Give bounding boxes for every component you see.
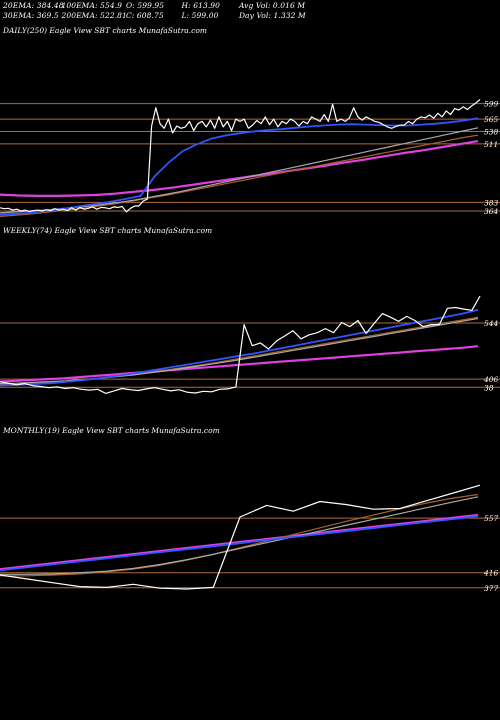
level-label-406: 406 [483,375,499,384]
ema100-value: 100EMA: 554.9 [61,1,123,10]
ema-brown-line [0,134,479,218]
level-label-565: 565 [484,115,499,124]
price-line [0,484,481,590]
level-label-364: 364 [484,207,499,216]
level-label-511: 511 [484,140,498,149]
day-vol-value: Day Vol: 1.332 M [238,11,306,20]
low-value: L: 599.00 [181,11,219,20]
price-line [0,295,481,394]
weekly-chart-title: WEEKLY(74) Eagle View SBT charts MunafaS… [3,226,213,235]
ema-gray-line [0,127,479,214]
level-label-538: 538 [484,127,499,136]
stats-row-1: 20EMA: 384.48 100EMA: 554.9 O: 599.95 H:… [3,1,306,11]
level-label-377: 377 [484,584,499,593]
ema-gray-line [0,496,479,575]
ema20-value: 20EMA: 384.48 [3,1,64,10]
level-label-383: 383 [484,198,499,207]
close-value: C: 608.75 [125,11,164,20]
high-value: H: 613.90 [181,1,221,10]
ema-blue-line [0,309,479,387]
ema-brown-line [0,493,479,577]
weekly-chart-panel: 544 406 38 WEEKLY(74) Eagle View SBT chart… [0,224,500,424]
ema-blue-line [0,117,479,216]
monthly-chart-title: MONTHLY(19) Eagle View SBT charts Munafa… [3,426,220,435]
daily-chart-title: DAILY(250) Eagle View SBT charts MunafaS… [3,26,207,35]
avg-vol-value: Avg Vol: 0.016 M [238,1,306,10]
ema-magenta-line [0,513,479,571]
level-label-599: 599 [484,100,499,109]
stats-row-2: 30EMA: 369.5 200EMA: 522.81 C: 608.75 L:… [3,11,306,21]
ema200-value: 200EMA: 522.81 [61,11,127,20]
ema-blue-line [0,515,479,572]
level-label-544: 544 [484,319,499,328]
level-label-557: 557 [484,514,499,523]
monthly-chart-panel: 557 416 377 MONTHLY(19) Eagle View SBT cha… [0,424,500,624]
open-value: O: 599.95 [125,1,165,10]
monthly-chart: 557 416 377 [0,484,500,593]
ema-magenta-line [0,140,479,197]
ema30-value: 30EMA: 369.5 [3,11,59,20]
price-line [0,99,481,213]
stats-header: 20EMA: 384.48 100EMA: 554.9 O: 599.95 H:… [3,1,306,21]
level-label-416: 416 [483,569,499,578]
level-label-38: 38 [484,383,494,392]
daily-chart-panel: 599 565 538 511 383 364 DAILY(250) Eagle View… [0,24,500,224]
